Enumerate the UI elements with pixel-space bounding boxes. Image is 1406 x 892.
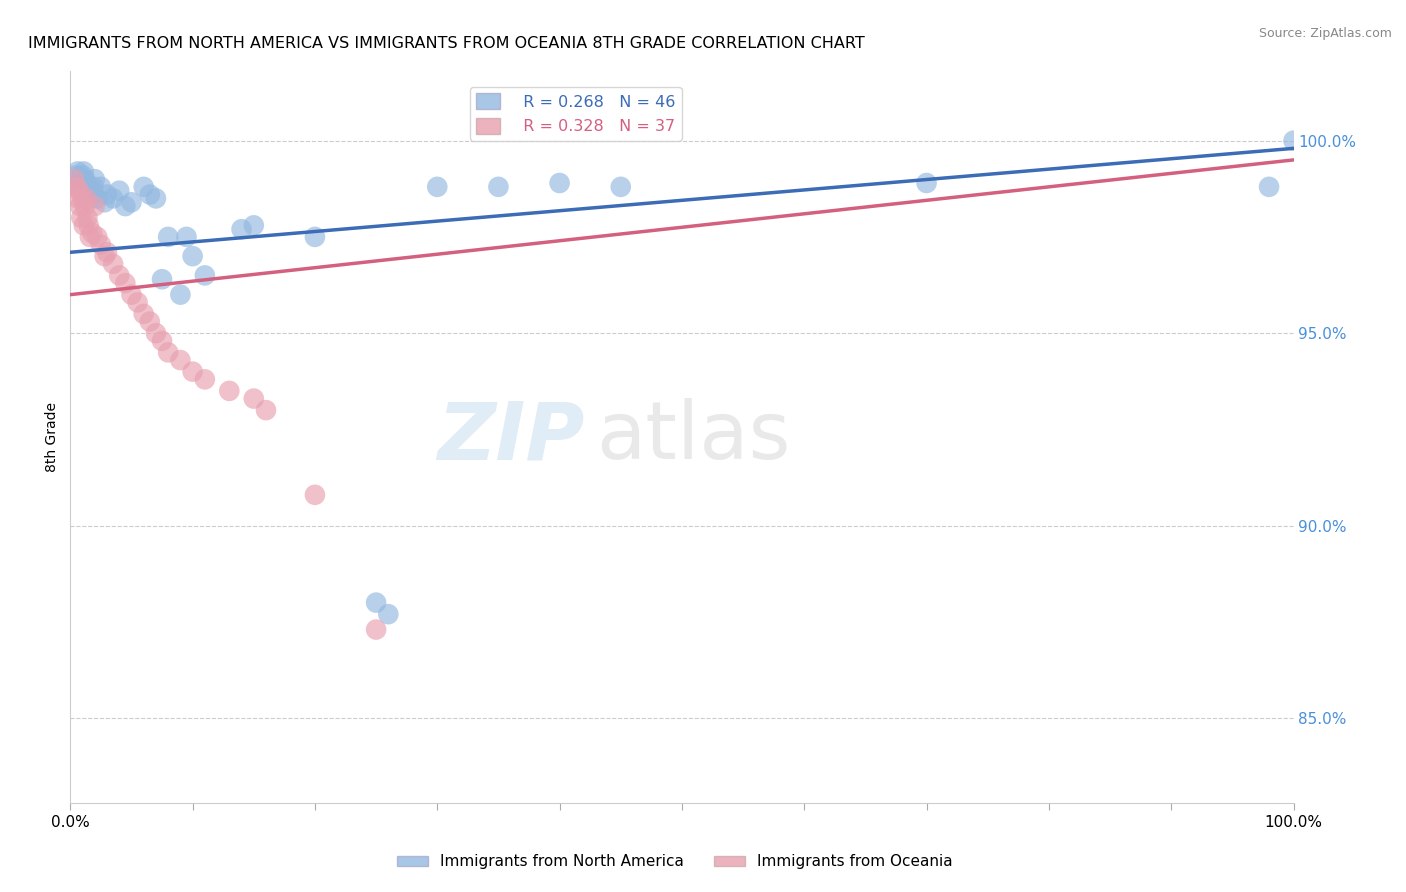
Point: [145, 191, 167, 205]
Point: [114, 199, 136, 213]
Point: [101, 191, 124, 205]
Point: [76, 211, 98, 225]
Point: [83, 172, 105, 186]
Point: [83, 199, 105, 213]
Text: atlas: atlas: [596, 398, 790, 476]
Point: [169, 287, 191, 301]
Point: [194, 268, 217, 283]
Point: [65, 179, 87, 194]
Y-axis label: 8th Grade: 8th Grade: [45, 402, 59, 472]
Point: [69, 176, 91, 190]
Point: [96, 187, 118, 202]
Point: [132, 179, 155, 194]
Point: [610, 179, 633, 194]
Point: [231, 222, 253, 236]
Point: [70, 211, 93, 225]
Legend:   R = 0.268   N = 46,   R = 0.328   N = 37: R = 0.268 N = 46, R = 0.328 N = 37: [470, 87, 682, 141]
Point: [108, 184, 131, 198]
Point: [79, 187, 101, 202]
Point: [76, 184, 98, 198]
Point: [72, 169, 94, 183]
Point: [72, 191, 94, 205]
Point: [254, 403, 277, 417]
Point: [304, 488, 326, 502]
Point: [80, 191, 103, 205]
Point: [86, 230, 108, 244]
Point: [114, 276, 136, 290]
Point: [96, 245, 118, 260]
Point: [90, 237, 112, 252]
Point: [86, 191, 108, 205]
Point: [145, 326, 167, 340]
Point: [83, 179, 105, 194]
Point: [127, 295, 149, 310]
Point: [101, 257, 124, 271]
Point: [93, 195, 115, 210]
Point: [69, 199, 91, 213]
Point: [65, 169, 87, 183]
Point: [377, 607, 399, 622]
Point: [121, 287, 143, 301]
Point: [75, 191, 97, 205]
Point: [169, 353, 191, 368]
Point: [73, 172, 96, 186]
Text: Source: ZipAtlas.com: Source: ZipAtlas.com: [1258, 27, 1392, 40]
Point: [90, 179, 112, 194]
Point: [548, 176, 571, 190]
Text: IMMIGRANTS FROM NORTH AMERICA VS IMMIGRANTS FROM OCEANIA 8TH GRADE CORRELATION C: IMMIGRANTS FROM NORTH AMERICA VS IMMIGRA…: [28, 36, 865, 51]
Point: [426, 179, 449, 194]
Point: [150, 334, 173, 348]
Point: [304, 230, 326, 244]
Point: [1258, 179, 1281, 194]
Point: [1282, 134, 1305, 148]
Point: [73, 199, 96, 213]
Point: [66, 164, 89, 178]
Point: [108, 268, 131, 283]
Point: [132, 307, 155, 321]
Point: [67, 179, 90, 194]
Point: [121, 195, 143, 210]
Point: [70, 172, 93, 186]
Point: [488, 179, 510, 194]
Point: [93, 249, 115, 263]
Point: [176, 230, 198, 244]
Point: [243, 392, 266, 406]
Point: [139, 315, 162, 329]
Point: [157, 345, 180, 359]
Point: [66, 191, 89, 205]
Point: [181, 249, 204, 263]
Point: [77, 219, 100, 233]
Point: [243, 219, 266, 233]
Point: [157, 230, 180, 244]
Point: [82, 226, 104, 240]
Point: [75, 176, 97, 190]
Point: [79, 230, 101, 244]
Point: [366, 623, 388, 637]
Text: ZIP: ZIP: [437, 398, 583, 476]
Point: [77, 179, 100, 194]
Point: [63, 172, 86, 186]
Point: [73, 164, 96, 178]
Legend: Immigrants from North America, Immigrants from Oceania: Immigrants from North America, Immigrant…: [391, 848, 959, 875]
Point: [194, 372, 217, 386]
Point: [67, 184, 90, 198]
Point: [366, 596, 388, 610]
Point: [218, 384, 240, 398]
Point: [82, 184, 104, 198]
Point: [915, 176, 938, 190]
Point: [150, 272, 173, 286]
Point: [63, 172, 86, 186]
Point: [73, 219, 96, 233]
Point: [181, 365, 204, 379]
Point: [139, 187, 162, 202]
